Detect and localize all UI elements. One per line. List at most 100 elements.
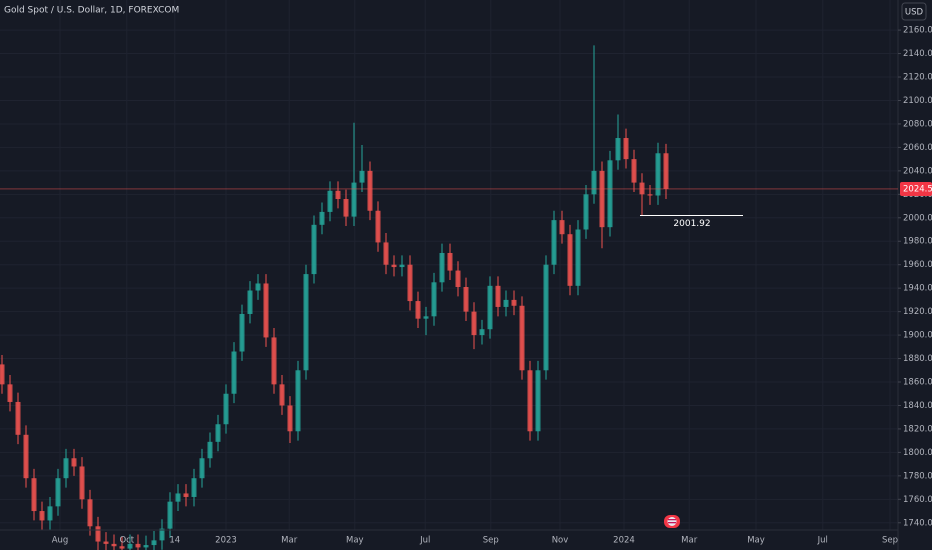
candle-body bbox=[215, 424, 221, 442]
x-tick-label: Jul bbox=[817, 536, 828, 546]
level-label: 2001.92 bbox=[673, 219, 710, 229]
x-tick-label: Sep bbox=[483, 536, 499, 546]
candle-body bbox=[183, 493, 189, 497]
candle-body bbox=[591, 170, 597, 195]
candle-body bbox=[143, 545, 149, 548]
candle-body bbox=[391, 264, 397, 268]
candle-body bbox=[407, 264, 413, 302]
candle-body bbox=[655, 153, 661, 196]
candle-body bbox=[255, 283, 261, 291]
candle-body bbox=[447, 252, 453, 271]
candle-body bbox=[311, 224, 317, 275]
candle-body bbox=[495, 285, 501, 307]
x-tick-label: Jul bbox=[419, 536, 430, 546]
candle-body bbox=[55, 478, 61, 507]
candle-body bbox=[231, 351, 237, 394]
candle-body bbox=[287, 405, 293, 432]
x-tick-label: Aug bbox=[52, 536, 69, 546]
candle-body bbox=[519, 305, 525, 371]
candle-body bbox=[15, 401, 21, 435]
candle-body bbox=[7, 384, 13, 402]
candle-body bbox=[431, 282, 437, 317]
x-tick-label: May bbox=[747, 536, 765, 546]
chart-title: Gold Spot / U.S. Dollar, 1D, FOREXCOM bbox=[4, 6, 179, 16]
candle-body bbox=[343, 199, 349, 217]
candle-body bbox=[399, 264, 405, 268]
x-tick-label: Mar bbox=[681, 536, 698, 546]
y-tick-label: 1900.00 bbox=[903, 331, 932, 341]
candle-body bbox=[543, 264, 549, 371]
candle-body bbox=[0, 364, 5, 385]
candle-body bbox=[295, 370, 301, 432]
candles bbox=[0, 45, 669, 550]
candle-body bbox=[71, 458, 77, 467]
candle-body bbox=[279, 384, 285, 406]
candle-body bbox=[503, 299, 509, 307]
candle-body bbox=[167, 501, 173, 529]
candle-body bbox=[127, 543, 133, 549]
y-tick-label: 1820.00 bbox=[903, 424, 932, 434]
x-tick-label: 2024 bbox=[613, 536, 635, 546]
x-tick-label: May bbox=[346, 536, 364, 546]
x-tick-label: Mar bbox=[281, 536, 298, 546]
candle-body bbox=[199, 458, 205, 479]
y-tick-label: 1880.00 bbox=[903, 354, 932, 364]
x-tick-label: Nov bbox=[552, 536, 569, 546]
candle-body bbox=[319, 211, 325, 225]
candle-body bbox=[303, 274, 309, 371]
candle-body bbox=[39, 511, 45, 521]
candle-body bbox=[639, 182, 645, 195]
candle-body bbox=[327, 190, 333, 212]
candle-body bbox=[607, 160, 613, 228]
y-tick-label: 1760.00 bbox=[903, 495, 932, 505]
candle-body bbox=[623, 138, 629, 160]
candle-body bbox=[207, 441, 213, 459]
y-tick-label: 1920.00 bbox=[903, 307, 932, 317]
candle-body bbox=[47, 506, 53, 521]
candle-body bbox=[247, 290, 253, 314]
candle-body bbox=[351, 182, 357, 217]
candle-body bbox=[191, 478, 197, 497]
candle-body bbox=[335, 190, 341, 200]
y-tick-label: 2120.00 bbox=[903, 73, 932, 83]
y-tick-label: 1740.00 bbox=[903, 518, 932, 528]
currency-label[interactable]: USD bbox=[905, 8, 924, 18]
candle-body bbox=[175, 493, 181, 502]
candle-body bbox=[535, 370, 541, 432]
candle-body bbox=[359, 170, 365, 183]
y-tick-label: 2040.00 bbox=[903, 166, 932, 176]
candle-body bbox=[583, 194, 589, 230]
candle-body bbox=[263, 283, 269, 338]
candle-body bbox=[559, 220, 565, 235]
y-tick-label: 1860.00 bbox=[903, 378, 932, 388]
candle-body bbox=[575, 229, 581, 286]
y-tick-label: 2160.00 bbox=[903, 26, 932, 36]
candle-body bbox=[615, 138, 621, 161]
candle-body bbox=[31, 478, 37, 512]
candle-body bbox=[423, 316, 429, 319]
x-tick-label: 14 bbox=[169, 536, 180, 546]
y-tick-label: 2100.00 bbox=[903, 96, 932, 106]
x-tick-label: 2023 bbox=[215, 536, 237, 546]
y-tick-label: 1980.00 bbox=[903, 237, 932, 247]
candle-body bbox=[527, 370, 533, 432]
candle-body bbox=[223, 393, 229, 425]
candle-body bbox=[103, 541, 109, 544]
candle-body bbox=[599, 170, 605, 228]
y-tick-label: 2000.00 bbox=[903, 213, 932, 223]
candle-body bbox=[663, 153, 669, 189]
candle-body bbox=[23, 434, 29, 479]
candle-body bbox=[383, 242, 389, 265]
candle-body bbox=[471, 311, 477, 336]
candle-body bbox=[631, 159, 637, 183]
candle-body bbox=[367, 170, 373, 211]
candle-body bbox=[415, 301, 421, 319]
candle-body bbox=[487, 285, 493, 330]
candle-body bbox=[463, 286, 469, 312]
currency-button[interactable] bbox=[901, 2, 927, 21]
y-tick-label: 1960.00 bbox=[903, 260, 932, 270]
event-flag[interactable] bbox=[664, 515, 680, 528]
x-tick-label: Oct bbox=[119, 536, 134, 546]
